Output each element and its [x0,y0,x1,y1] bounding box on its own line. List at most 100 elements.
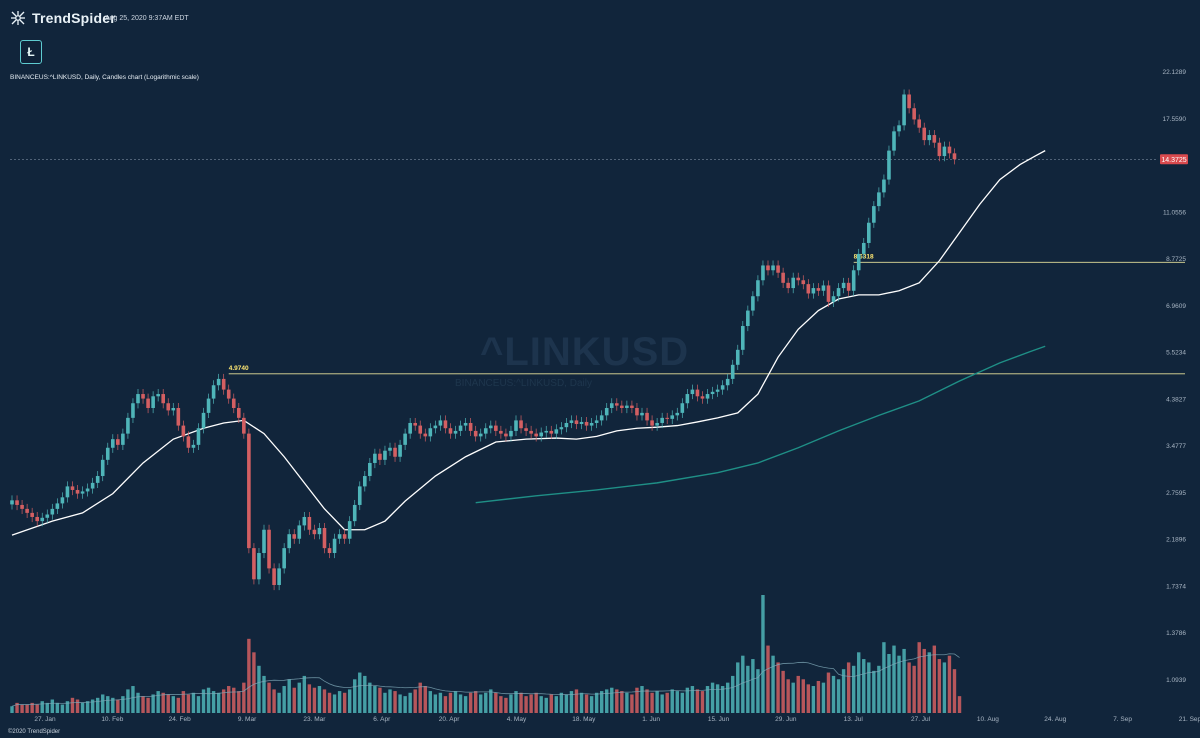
volume-bar [862,659,866,713]
candle-body [902,94,906,126]
candle-body [100,459,105,477]
volume-bar [917,642,921,713]
volume-bar [519,692,523,713]
volume-bar [574,689,579,713]
volume-bar [529,694,533,713]
volume-bar [458,694,463,713]
candle-body [509,430,513,437]
volume-bar [720,686,725,713]
brand[interactable]: TrendSpider [10,10,116,26]
candle-body [786,282,790,289]
volume-bar [247,638,251,713]
candle-body [826,285,831,302]
sma-slow-line [475,345,1046,504]
volume-bar [60,704,65,713]
volume-bar [141,696,145,713]
candle-body [181,425,186,437]
candles [10,89,957,591]
volume-bar [766,645,770,713]
volume-bar [398,694,402,713]
candle-body [337,534,342,539]
candle-body [630,405,634,408]
candle-body [549,430,554,434]
volume-bar [312,687,317,713]
candle-body [741,326,745,350]
volume-bar [650,692,654,713]
candle-body [574,420,579,425]
candle-body [347,521,352,539]
candle-body [811,288,816,294]
volume-bar [10,706,14,713]
candle-body [660,417,664,423]
candle-body [352,504,357,522]
volume-bar [413,689,417,713]
volume-bar [30,702,34,713]
volume-bar [665,692,669,713]
volume-bar [655,691,659,713]
candle-body [121,433,125,445]
volume-bar [514,691,518,713]
volume-bar [126,689,130,713]
volume-bar [80,702,85,713]
candle-body [302,516,307,526]
candle-body [342,534,347,539]
candle-body [579,421,584,425]
candle-body [373,453,377,463]
volume-bar [781,670,785,713]
candle-body [60,497,65,504]
candle-body [685,394,690,404]
volume-bar [473,691,478,713]
copyright: ©2020 TrendSpider [8,729,61,735]
candle-body [801,280,806,285]
candle-body [231,398,236,408]
candle-body [80,491,85,494]
volume-bar [786,679,790,713]
candle-body [55,503,60,509]
volume-bar [947,655,952,713]
candle-body [136,394,140,404]
candle-body [95,476,100,483]
x-tick-label: 10. Aug [977,716,999,723]
volume-bar [605,689,609,713]
volume-bar [710,682,715,713]
candle-body [735,349,740,365]
y-tick-label: 2.1896 [1166,537,1186,544]
volume-bar [317,686,322,713]
symbol-watermark-sub: BINANCEUS:^LINKUSD, Daily [455,378,592,389]
volume-bar [20,704,24,713]
candle-body [751,296,755,311]
volume-bar [549,694,553,713]
candle-body [237,407,241,418]
volume-bar [791,682,795,713]
candle-body [453,430,458,434]
level-label: 4.9740 [229,365,249,372]
volume-bar [50,699,55,713]
volume-bar [433,694,438,713]
volume-bar [232,687,236,713]
volume-bar [186,694,191,713]
volume-bar [942,662,947,713]
candle-body [867,222,871,243]
volume-bar [826,672,831,713]
volume-bar [358,672,362,713]
x-tick-label: 21. Sep [1179,716,1200,723]
volume-bar [539,696,543,713]
volume-bar [584,694,589,713]
volume-bar [544,697,548,713]
candle-body [529,430,533,434]
candle-body [821,285,826,291]
volume-bar [771,655,775,713]
top-bar: TrendSpider Aug 25, 2020 9:37AM EDT [0,0,1200,40]
ticker-logo-icon[interactable]: Ł [20,40,42,64]
moving-averages [11,150,1046,536]
candle-body [70,486,75,490]
volume-bar [292,687,296,713]
volume-bar [867,662,871,713]
volume-bar [347,689,352,713]
volume-bar [620,691,624,713]
volume-bar [378,687,382,713]
candle-body [242,417,246,434]
candle-body [756,280,760,297]
